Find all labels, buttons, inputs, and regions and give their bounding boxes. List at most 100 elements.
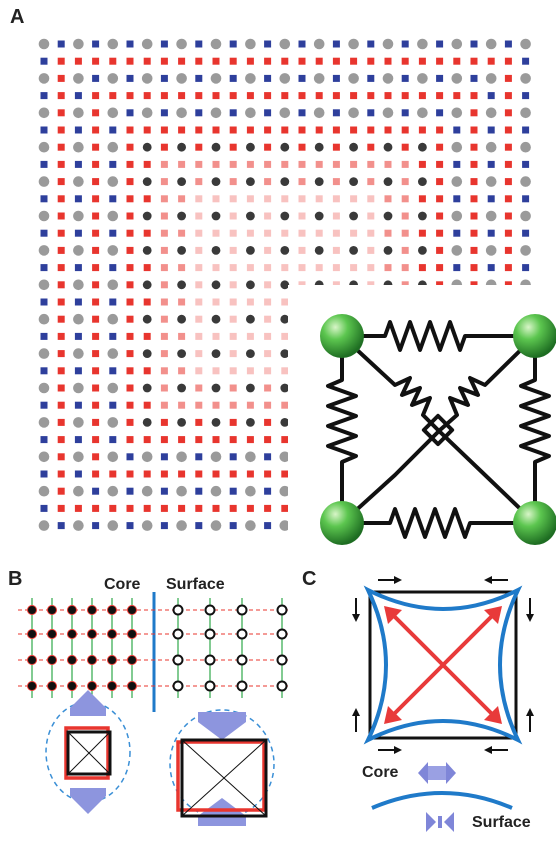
lattice-spring-diagonal [436,126,444,134]
lattice-spring-edge [143,298,151,306]
lattice-spring-edge [92,487,100,495]
lattice-atom [451,245,463,256]
lattice-spring-edge [178,126,186,134]
panel-b-core-atom [107,629,117,639]
lattice-spring-edge [436,281,444,289]
lattice-atom [418,246,427,255]
lattice-spring-edge [212,298,220,306]
lattice-spring-edge [401,74,409,82]
lattice-spring-diagonal [195,195,203,203]
lattice-atom [73,348,84,359]
lattice-spring-edge [160,453,168,461]
lattice-spring-edge [264,281,272,289]
lattice-atom [142,142,152,152]
lattice-spring-edge [57,384,65,392]
lattice-spring-edge [212,367,220,375]
core-cell-black [66,730,112,776]
lattice-spring-edge [195,109,203,117]
panel-b-core-atom [87,655,97,665]
lattice-spring-edge [57,212,65,220]
lattice-atom [383,177,393,187]
lattice-atom [418,177,427,187]
lattice-atom [280,314,290,324]
lattice-spring-edge [298,246,306,254]
lattice-spring-edge [281,367,289,375]
lattice-spring-edge [40,504,48,512]
panel-b-core-atom [47,655,57,665]
lattice-atom [383,142,393,152]
panel-b-core-atom [47,629,57,639]
lattice-spring-edge [40,401,48,409]
lattice-spring-edge [109,92,117,100]
lattice-spring-diagonal [504,92,512,100]
lattice-spring-diagonal [264,504,272,512]
panel-b-core-atom [27,629,37,639]
lattice-atom [520,38,531,50]
lattice-atom [38,451,50,463]
lattice-spring-diagonal [436,160,444,168]
lattice-spring-edge [92,350,100,358]
lattice-atom [520,141,531,153]
lattice-spring-edge [160,384,168,392]
spring-network-inset [288,285,556,555]
lattice-spring-edge [246,436,254,444]
lattice-atom [176,451,187,463]
lattice-atom [107,279,119,291]
lattice-spring-edge [92,143,100,151]
lattice-spring-edge [281,92,289,100]
lattice-spring-edge [143,195,151,203]
red-arrow-nw [388,610,445,667]
red-arrowhead-ne [484,606,502,624]
lattice-spring-diagonal [92,160,100,168]
lattice-spring-edge [92,384,100,392]
lattice-spring-diagonal [195,401,203,409]
lattice-spring-edge [246,264,254,272]
surface-arrow-up [198,798,246,826]
lattice-atom [382,107,394,119]
panel-c-core-label: Core [362,764,399,781]
lattice-atom [177,349,187,358]
lattice-atom [313,73,325,84]
lattice-atom [211,418,221,427]
lattice-spring-edge [315,195,323,203]
lattice-spring-diagonal [92,298,100,306]
lattice-atom [417,73,428,84]
panel-b-core-atom [67,655,77,665]
lattice-spring-edge [418,57,426,65]
lattice-spring-edge [264,350,272,358]
lattice-spring-edge [109,367,117,375]
lattice-spring-edge [281,332,289,340]
lattice-spring-edge [384,160,392,168]
panel-b-core-atom [87,629,97,639]
node-bottom-left [320,501,364,545]
lattice-atom [279,520,291,531]
lattice-spring-edge [126,384,134,392]
surface-cell-red [176,740,266,812]
lattice-spring-edge [246,401,254,409]
lattice-atom [451,38,463,50]
lattice-spring-edge [246,332,254,340]
lattice-spring-edge [246,367,254,375]
lattice-spring-edge [178,401,186,409]
lattice-atom [177,142,187,152]
black-arrowhead-bottom-left [394,746,402,754]
lattice-atom [176,38,187,50]
lattice-spring-edge [401,246,409,254]
lattice-spring-diagonal [504,126,512,134]
lattice-spring-edge [281,195,289,203]
lattice-atom [520,210,531,222]
lattice-atom [107,520,119,531]
lattice-spring-edge [57,246,65,254]
lattice-spring-edge [487,57,495,65]
lattice-spring-edge [74,470,82,478]
lattice-atom [141,73,153,84]
lattice-spring-diagonal [229,92,237,100]
lattice-atom [451,141,463,153]
lattice-spring-diagonal [57,229,65,237]
lattice-atom [73,107,84,119]
lattice-atom [73,245,84,256]
lattice-spring-diagonal [92,367,100,375]
lattice-spring-diagonal [92,264,100,272]
lattice-spring-edge [229,212,237,220]
node-top-left [320,314,364,358]
